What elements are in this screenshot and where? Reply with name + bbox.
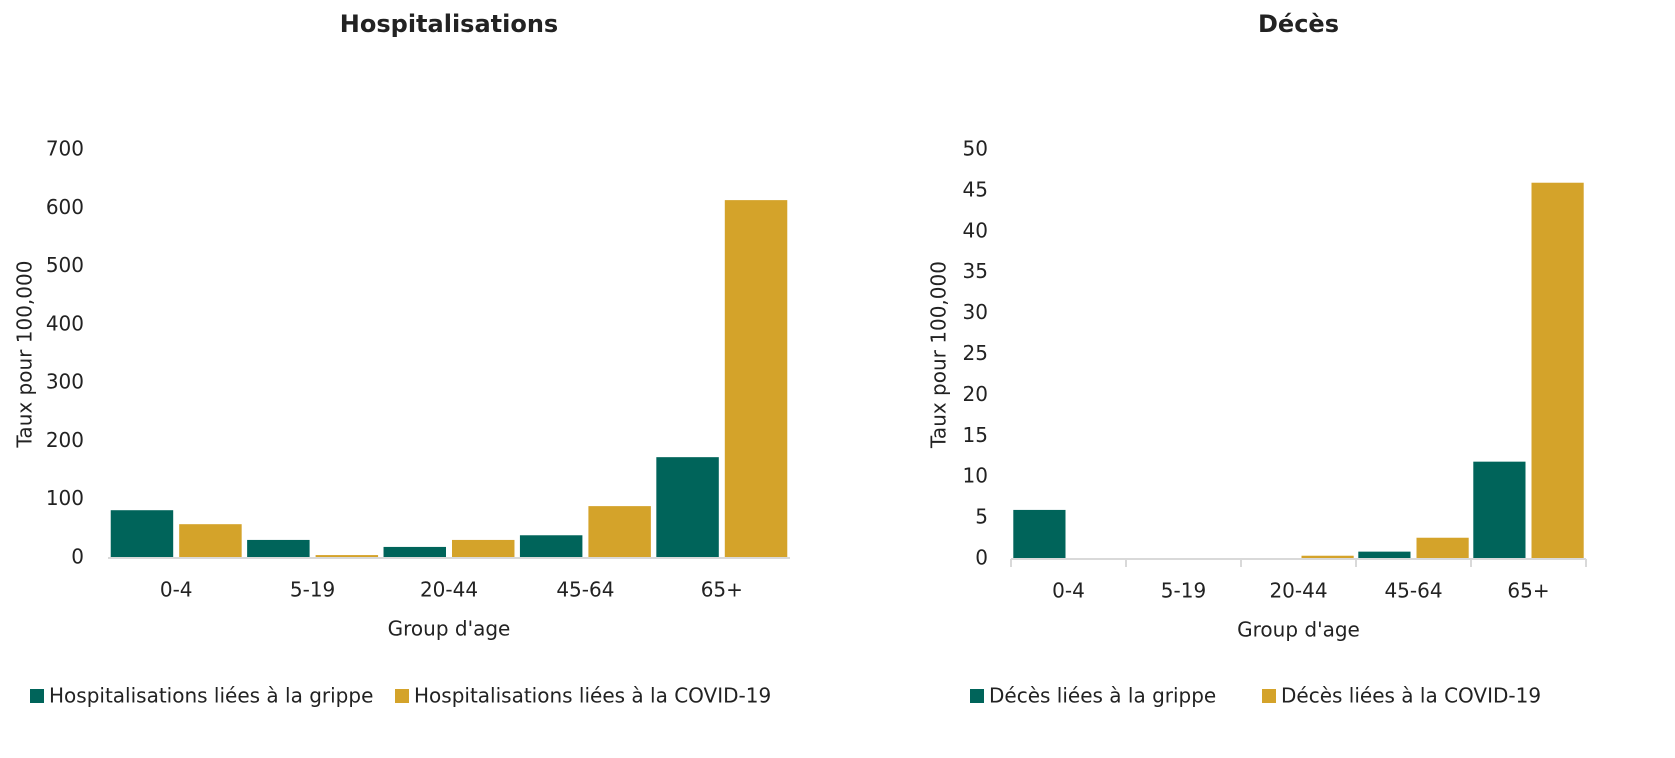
bar xyxy=(519,535,583,558)
bar xyxy=(1013,509,1066,559)
x-tick-label: 5-19 xyxy=(290,578,335,602)
bar xyxy=(588,506,651,558)
y-axis-label: Taux pour 100,000 xyxy=(927,261,951,449)
x-tick-label: 45-64 xyxy=(556,578,614,602)
y-tick-label: 40 xyxy=(963,218,988,242)
y-tick-label: 600 xyxy=(46,195,84,219)
bar xyxy=(179,524,242,558)
y-tick-label: 700 xyxy=(46,137,84,161)
y-tick-label: 400 xyxy=(46,311,84,335)
x-tick-label: 20-44 xyxy=(1269,579,1327,603)
legend-label: Hospitalisations liées à la COVID-19 xyxy=(414,684,771,708)
bar xyxy=(1301,555,1354,559)
legend-swatch xyxy=(970,689,984,703)
bar xyxy=(452,539,515,558)
y-tick-label: 50 xyxy=(963,137,988,161)
x-axis-label: Group d'age xyxy=(1237,618,1360,642)
legend-label: Décès liées à la grippe xyxy=(989,684,1216,708)
x-axis-label: Group d'age xyxy=(388,617,511,641)
y-tick-label: 500 xyxy=(46,253,84,277)
legend-swatch xyxy=(395,689,409,703)
x-tick-label: 0-4 xyxy=(1052,579,1085,603)
y-tick-label: 35 xyxy=(963,259,988,283)
bar xyxy=(1416,537,1469,559)
y-tick-label: 25 xyxy=(963,341,988,365)
legend-swatch xyxy=(30,689,44,703)
y-axis-label: Taux pour 100,000 xyxy=(13,261,37,449)
legend-swatch xyxy=(1262,689,1276,703)
y-tick-label: 200 xyxy=(46,428,84,452)
y-tick-label: 300 xyxy=(46,370,84,394)
bar xyxy=(1358,551,1411,559)
y-tick-label: 15 xyxy=(963,423,988,447)
bar xyxy=(315,555,379,558)
bar xyxy=(1473,461,1526,559)
x-tick-label: 65+ xyxy=(701,578,743,602)
bar xyxy=(110,510,174,558)
x-tick-label: 65+ xyxy=(1507,579,1549,603)
x-tick-label: 45-64 xyxy=(1384,579,1442,603)
y-tick-label: 100 xyxy=(46,486,84,510)
bar xyxy=(247,539,310,558)
y-tick-label: 30 xyxy=(963,300,988,324)
chart-title: Décès xyxy=(1258,10,1339,38)
x-tick-label: 0-4 xyxy=(160,578,193,602)
chart-title: Hospitalisations xyxy=(340,10,558,38)
legend-label: Décès liées à la COVID-19 xyxy=(1281,684,1541,708)
bar xyxy=(1531,182,1584,559)
y-tick-label: 5 xyxy=(975,505,988,529)
y-tick-label: 20 xyxy=(963,382,988,406)
x-tick-label: 20-44 xyxy=(420,578,478,602)
y-tick-label: 0 xyxy=(71,545,84,569)
x-tick-label: 5-19 xyxy=(1161,579,1206,603)
y-tick-label: 10 xyxy=(963,464,988,488)
bar xyxy=(383,546,446,558)
legend-label: Hospitalisations liées à la grippe xyxy=(49,684,373,708)
bar xyxy=(724,200,788,558)
bar xyxy=(656,457,719,558)
y-tick-label: 45 xyxy=(963,177,988,201)
y-tick-label: 0 xyxy=(975,546,988,570)
